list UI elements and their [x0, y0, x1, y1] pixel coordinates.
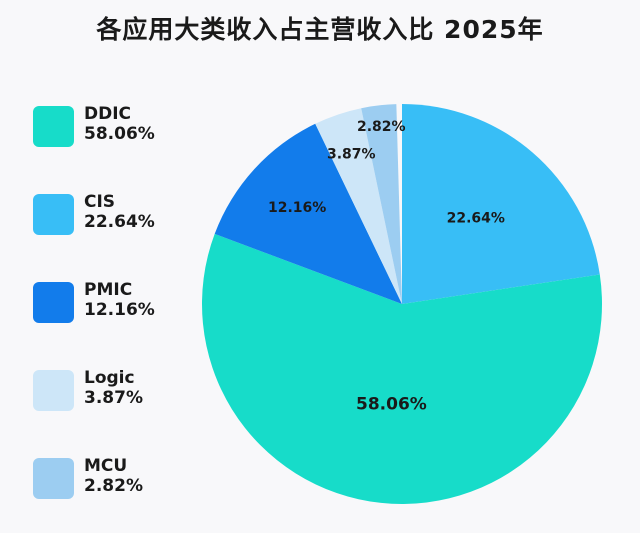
legend-value: 3.87% — [84, 388, 143, 408]
legend-value: 22.64% — [84, 212, 155, 232]
pie-slice-pmic — [214, 123, 402, 304]
legend-value: 2.82% — [84, 476, 143, 496]
legend-swatch — [33, 370, 74, 411]
legend-item-pmic: PMIC 12.16% — [33, 280, 233, 324]
pie-slice-logic — [315, 108, 402, 304]
legend-item-logic: Logic 3.87% — [33, 368, 233, 412]
slice-label-cis: 22.64% — [447, 210, 505, 226]
legend-label: DDIC — [84, 104, 132, 124]
legend-item-cis: CIS 22.64% — [33, 192, 233, 236]
legend-swatch — [33, 458, 74, 499]
legend-swatch — [33, 106, 74, 147]
legend-value: 12.16% — [84, 300, 155, 320]
slice-label-ddic: 58.06% — [356, 394, 427, 414]
slice-label-logic: 3.87% — [327, 146, 376, 162]
legend-label: PMIC — [84, 280, 133, 300]
legend-label: Logic — [84, 368, 135, 388]
legend-swatch — [33, 194, 74, 235]
slice-label-pmic: 12.16% — [268, 200, 326, 216]
pie-slice-ddic — [202, 233, 602, 505]
pie-slice-cis — [402, 104, 600, 304]
legend-item-mcu: MCU 2.82% — [33, 456, 233, 500]
pie-slice-mcu — [361, 104, 402, 304]
legend-value: 58.06% — [84, 124, 155, 144]
slice-label-mcu: 2.82% — [357, 119, 406, 135]
legend-label: MCU — [84, 456, 128, 476]
legend-swatch — [33, 282, 74, 323]
chart-title: 各应用大类收入占主营收入比 2025年 — [96, 15, 544, 44]
legend-label: CIS — [84, 192, 116, 212]
legend-item-ddic: DDIC 58.06% — [33, 104, 233, 148]
